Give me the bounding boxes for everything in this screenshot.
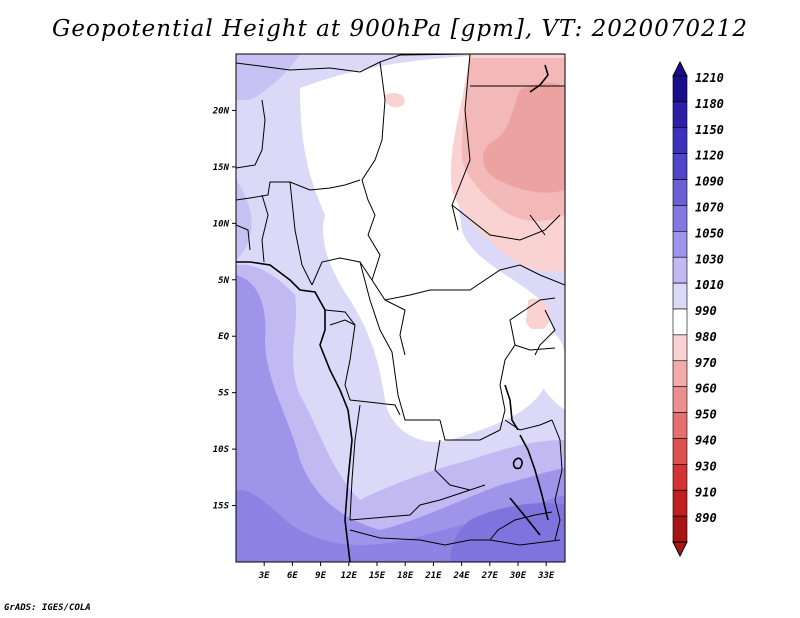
lon-tick-label: 6E: [287, 571, 298, 581]
lon-tick-label: 18E: [397, 571, 414, 581]
colorbar-segment: [672, 231, 688, 258]
colorbar-segment: [672, 360, 688, 387]
colorbar-level-label: 1030: [695, 252, 724, 266]
map-frame: [235, 53, 566, 563]
colorbar-level-label: 1180: [695, 97, 724, 111]
lon-tick-label: 30E: [509, 571, 527, 581]
lat-tick-label: 15S: [213, 502, 230, 512]
colorbar-level-label: 1090: [695, 175, 724, 189]
colorbar-level-label: 910: [695, 485, 717, 499]
lon-tick-label: 33E: [537, 571, 555, 581]
colorbar-segment: [672, 308, 688, 336]
colorbar-segment: [672, 489, 688, 517]
lon-tick-label: 15E: [369, 571, 386, 581]
colorbar-level-label: 990: [695, 304, 717, 318]
colorbar-level-label: 890: [695, 511, 717, 525]
contour-1030-1050: [236, 264, 565, 562]
colorbar-level-label: 1120: [695, 149, 724, 163]
colorbar-segment: [672, 412, 688, 439]
contour-960-970: [482, 82, 565, 193]
colorbar-segment: [672, 179, 688, 206]
colorbar: 1210 1180 1150 1120 1090 1070 1050 1030 1010 990 9…: [672, 60, 724, 558]
grads-credit: GrADS: IGES/COLA: [4, 603, 91, 613]
axis-ticks: 20N 15N 10N 5N EQ 5S 10S 15S 3E 6E 9E 12E 15E 18E 21E 2…: [212, 106, 555, 581]
colorbar-segment: [672, 101, 688, 129]
lat-tick-label: EQ: [218, 332, 229, 342]
colorbar-level-label: 1210: [695, 71, 724, 85]
lon-tick-label: 3E: [258, 571, 270, 581]
colorbar-segment: [672, 334, 688, 362]
lat-tick-label: 5S: [218, 389, 229, 399]
contour-990-1010: [300, 56, 555, 442]
colorbar-segment: [672, 464, 688, 491]
colorbar-top-arrow: [672, 60, 688, 77]
colorbar-level-label: 1070: [695, 201, 724, 215]
lat-tick-label: 5N: [218, 276, 229, 286]
lat-tick-label: 20N: [212, 106, 230, 116]
lat-tick-label: 10N: [213, 219, 230, 229]
colorbar-level-label: 970: [695, 356, 717, 370]
colorbar-bottom-arrow: [672, 541, 688, 558]
colorbar-segment: [672, 515, 688, 543]
lon-tick-label: 21E: [424, 571, 442, 581]
colorbar-segment: [672, 256, 688, 284]
lat-tick-label: 10S: [213, 445, 230, 455]
colorbar-level-label: 1050: [695, 226, 724, 240]
lon-tick-label: 27E: [481, 571, 499, 581]
colorbar-segment: [672, 386, 688, 413]
country-borders: [236, 54, 565, 546]
colorbar-level-label: 980: [695, 330, 717, 344]
colorbar-level-label: 950: [695, 408, 717, 422]
map-title: Geopotential Height at 900hPa [gpm], VT:…: [52, 16, 748, 42]
lon-tick-label: 9E: [315, 571, 326, 581]
lon-tick-label: 24E: [452, 571, 470, 581]
colorbar-segment: [672, 438, 688, 465]
coastlines-lakes: [236, 64, 549, 562]
colorbar-segment: [672, 153, 688, 180]
colorbar-level-label: 940: [695, 434, 717, 448]
colorbar-segment: [672, 205, 688, 232]
colorbar-segment: [672, 127, 688, 154]
lat-tick-label: 15N: [213, 163, 230, 173]
colorbar-segment: [672, 75, 688, 103]
lon-tick-label: 12E: [341, 571, 358, 581]
colorbar-level-label: 1010: [695, 278, 724, 292]
colorbar-segment: [672, 282, 688, 310]
colorbar-level-label: 1150: [695, 123, 724, 137]
colorbar-level-label: 960: [695, 382, 717, 396]
colorbar-level-label: 930: [695, 459, 717, 473]
